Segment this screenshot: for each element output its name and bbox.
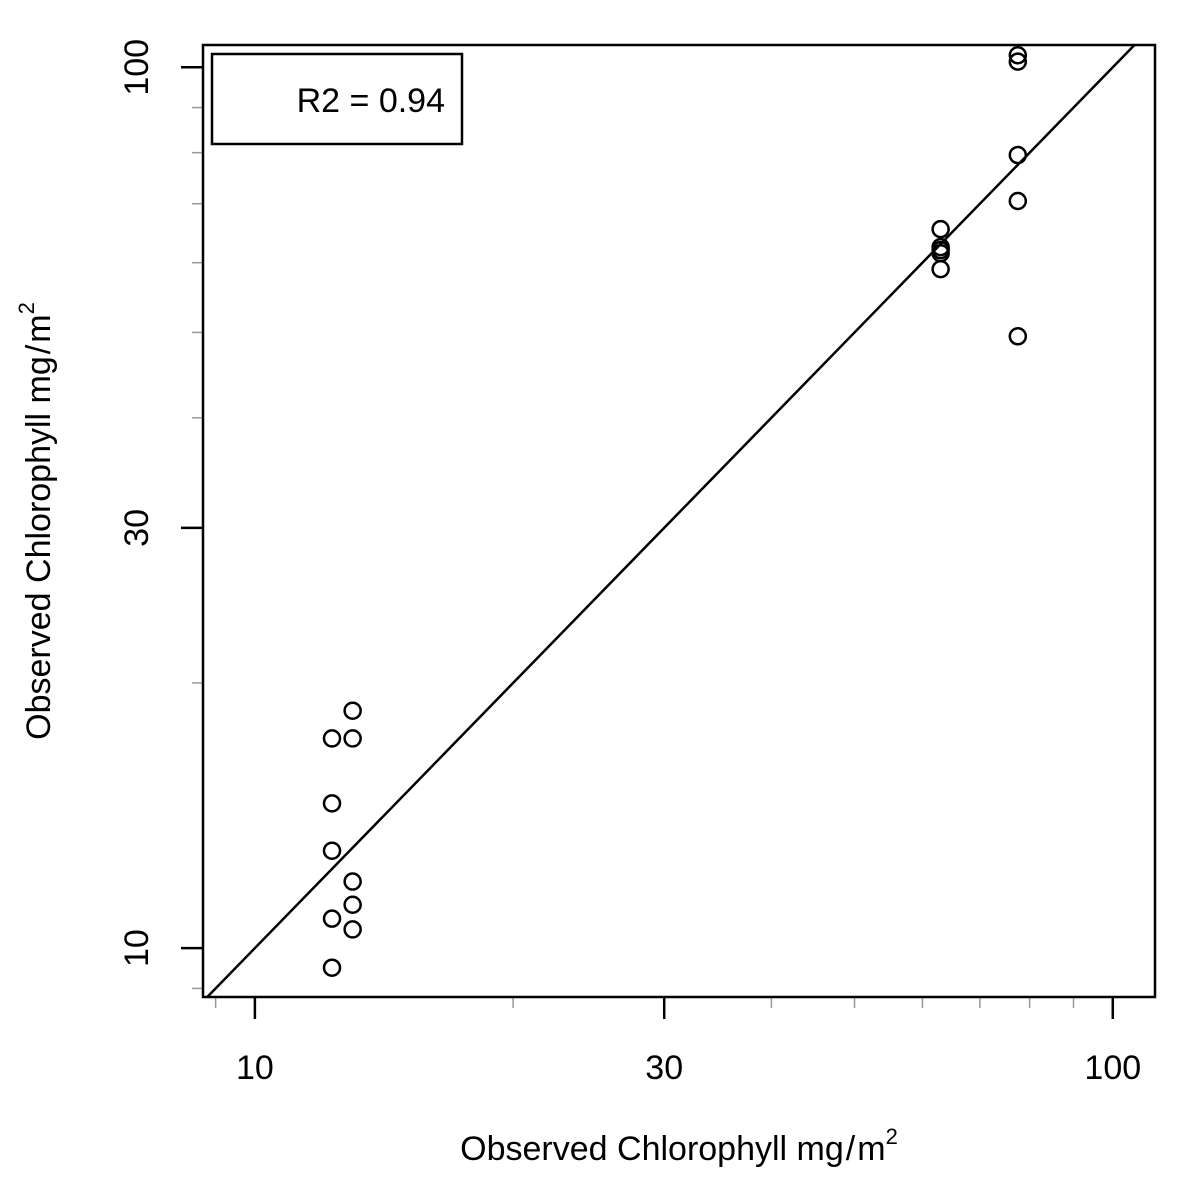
data-point <box>322 729 342 748</box>
x-axis-title: Observed Chlorophyll mg/m2 <box>460 1124 898 1168</box>
data-point <box>343 729 362 748</box>
identity-reference-line <box>206 44 1136 998</box>
legend-box: R2 = 0.94 <box>210 52 464 146</box>
y-axis-title-unit: m <box>20 314 58 342</box>
x-tick-label: 30 <box>645 1049 683 1087</box>
x-tick-label: 10 <box>236 1049 274 1087</box>
data-point <box>343 920 362 939</box>
y-axis-ticks: 10 30 100 <box>118 39 203 990</box>
y-tick-label: 10 <box>118 929 156 967</box>
data-point <box>322 909 342 928</box>
legend-border <box>210 52 464 146</box>
plot-frame <box>201 43 1157 999</box>
y-axis-title: Observed Chlorophyll mg / m2 <box>14 302 58 740</box>
y-axis-title-main: Observed Chlorophyll mg <box>20 356 58 740</box>
data-point <box>1008 52 1028 71</box>
x-axis-title-unit: m <box>857 1130 885 1168</box>
x-axis-title-slash: / <box>846 1130 856 1168</box>
data-point <box>1008 145 1028 165</box>
x-tick-label: 100 <box>1084 1049 1141 1087</box>
data-point <box>1008 45 1028 65</box>
data-point <box>343 872 362 891</box>
legend-label: R2 = 0.94 <box>297 82 445 120</box>
x-axis-title-main: Observed Chlorophyll mg <box>460 1130 844 1168</box>
plot-content <box>206 44 1136 998</box>
y-tick-label: 100 <box>118 39 156 96</box>
data-point <box>1008 191 1028 211</box>
data-points <box>322 45 1028 977</box>
data-point <box>931 237 950 257</box>
y-tick-label: 30 <box>118 509 156 547</box>
y-axis-title-slash: / <box>20 344 58 354</box>
data-point <box>931 219 950 239</box>
data-point <box>1008 327 1028 346</box>
data-point <box>322 958 342 977</box>
x-axis-ticks: 10 30 100 <box>214 997 1141 1087</box>
data-point <box>343 701 362 720</box>
data-point <box>322 841 342 860</box>
data-point <box>343 895 362 914</box>
data-point <box>322 794 342 813</box>
y-axis-title-sup: 2 <box>14 302 39 314</box>
x-axis-title-sup: 2 <box>886 1124 898 1149</box>
